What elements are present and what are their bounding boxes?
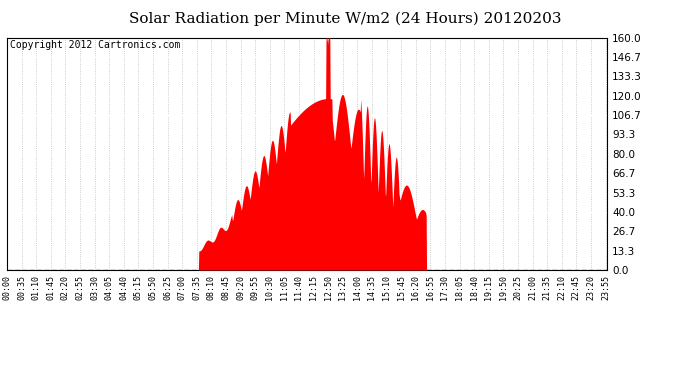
Text: Solar Radiation per Minute W/m2 (24 Hours) 20120203: Solar Radiation per Minute W/m2 (24 Hour… [129,11,561,26]
Text: Copyright 2012 Cartronics.com: Copyright 2012 Cartronics.com [10,40,180,50]
